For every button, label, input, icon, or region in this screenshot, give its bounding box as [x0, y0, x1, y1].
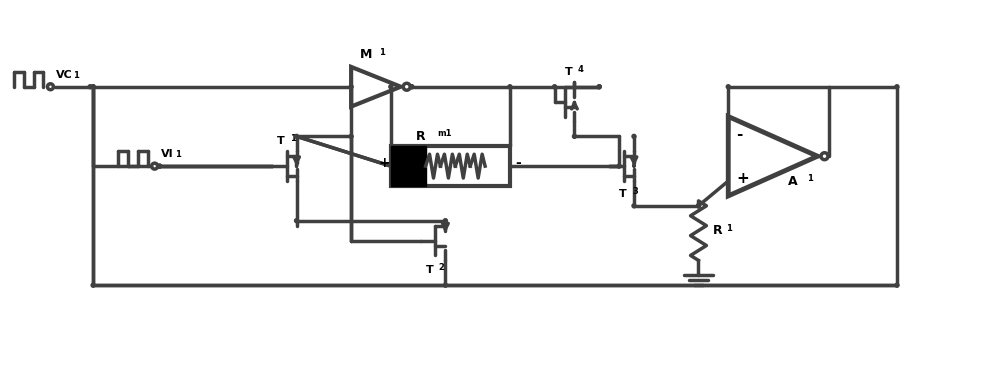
Text: -: - — [736, 127, 743, 142]
Text: +: + — [736, 171, 749, 186]
Circle shape — [158, 164, 162, 168]
Text: A: A — [788, 175, 798, 187]
Text: T: T — [619, 189, 627, 199]
Circle shape — [553, 85, 557, 89]
Text: -: - — [515, 156, 521, 170]
Text: VI: VI — [161, 149, 173, 159]
Text: 4: 4 — [577, 65, 583, 74]
Circle shape — [389, 85, 393, 89]
Text: 1: 1 — [807, 174, 813, 183]
Text: 3: 3 — [632, 187, 638, 196]
Circle shape — [403, 83, 410, 90]
Text: M: M — [360, 48, 372, 61]
Circle shape — [617, 164, 621, 168]
Text: 1: 1 — [379, 48, 385, 57]
Circle shape — [821, 153, 828, 160]
Text: T: T — [426, 265, 433, 275]
Circle shape — [295, 219, 299, 223]
Text: VC: VC — [56, 70, 73, 80]
Circle shape — [895, 283, 899, 287]
Circle shape — [158, 164, 162, 168]
Text: T: T — [565, 67, 572, 77]
Bar — [391, 146, 426, 186]
Circle shape — [696, 204, 700, 208]
Text: m1: m1 — [437, 129, 452, 138]
Circle shape — [295, 134, 299, 138]
Circle shape — [91, 85, 95, 89]
Circle shape — [726, 85, 730, 89]
Text: 1: 1 — [175, 150, 181, 159]
Text: T: T — [277, 136, 284, 146]
Circle shape — [895, 85, 899, 89]
Circle shape — [410, 85, 414, 89]
Text: +: + — [379, 156, 391, 170]
Text: 1: 1 — [290, 134, 295, 143]
Text: 1: 1 — [73, 71, 79, 80]
Circle shape — [632, 134, 636, 138]
Text: 2: 2 — [438, 263, 444, 272]
Circle shape — [443, 283, 447, 287]
Circle shape — [91, 85, 95, 89]
Circle shape — [572, 134, 576, 138]
Circle shape — [443, 219, 447, 223]
Circle shape — [349, 134, 353, 138]
Circle shape — [597, 85, 601, 89]
Circle shape — [696, 204, 700, 208]
Bar — [391, 146, 510, 186]
Text: R: R — [416, 130, 425, 143]
Circle shape — [349, 85, 353, 89]
Circle shape — [508, 85, 512, 89]
Text: 1: 1 — [726, 224, 732, 233]
Circle shape — [597, 85, 601, 89]
Circle shape — [91, 283, 95, 287]
Text: R: R — [713, 224, 723, 237]
Circle shape — [410, 85, 414, 89]
Circle shape — [152, 163, 158, 169]
Circle shape — [47, 84, 53, 90]
Circle shape — [88, 85, 92, 89]
Circle shape — [632, 204, 636, 208]
